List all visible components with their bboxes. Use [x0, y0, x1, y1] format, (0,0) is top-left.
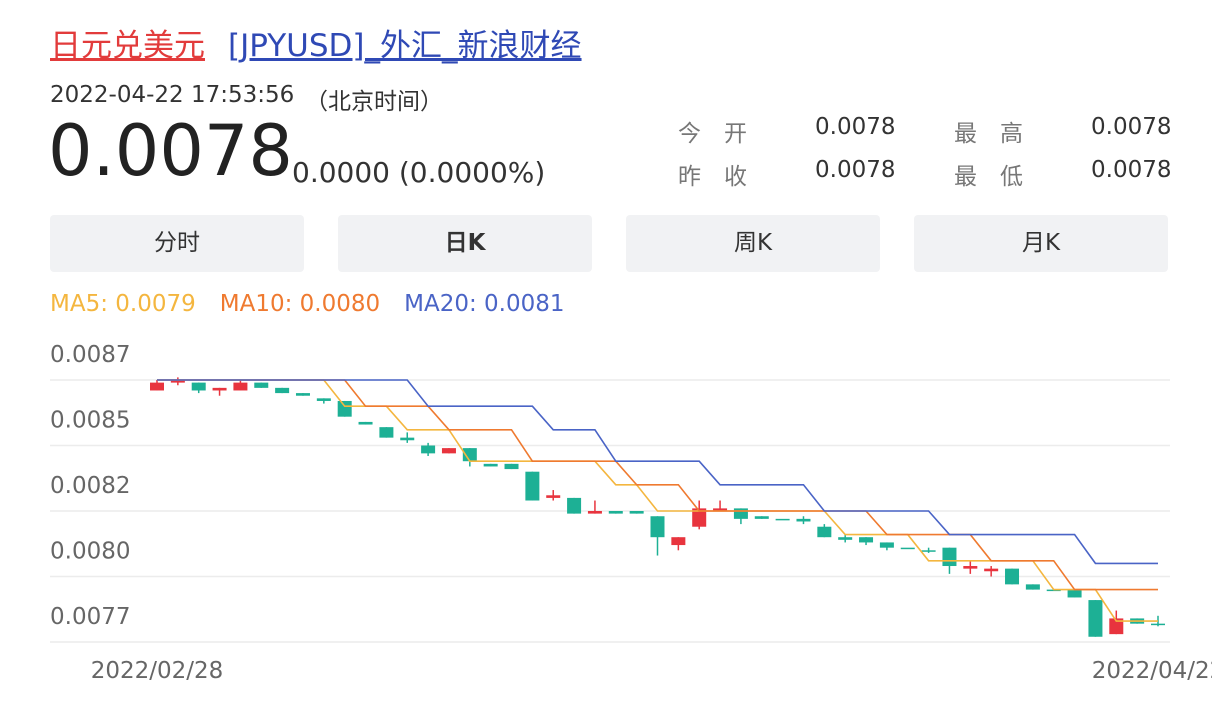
candle-body: [1109, 618, 1124, 635]
candle-body: [796, 518, 811, 522]
candle-body: [400, 437, 415, 441]
x-tick-label: 2022/02/28: [91, 658, 224, 684]
x-tick-label: 2022/04/22: [1092, 658, 1212, 684]
candle-body: [546, 495, 561, 498]
candle-body: [859, 537, 874, 543]
candle-body: [1088, 600, 1103, 637]
candle-body: [587, 511, 602, 514]
candle-body: [650, 516, 665, 538]
tab[interactable]: 月K: [914, 215, 1168, 272]
candle-body: [358, 421, 373, 425]
candle-body: [212, 387, 227, 391]
candle-body: [900, 547, 915, 550]
candle-body: [1025, 584, 1040, 590]
candle-body: [337, 400, 352, 417]
candle-body: [1151, 623, 1165, 626]
candle-body: [713, 508, 728, 511]
candle-body: [275, 387, 290, 394]
candle-body: [421, 445, 436, 454]
candle-body: [483, 463, 498, 467]
title-link[interactable]: 日元兑美元: [50, 28, 205, 64]
price: 0.0078: [48, 110, 293, 192]
stat-label: 最 低: [954, 164, 1023, 190]
candle-body: [525, 471, 540, 501]
chart: 0.0087 0.0085 0.0082 0.0080 0.0077 2022/02/28…: [50, 342, 1212, 684]
candle-body: [629, 511, 644, 514]
candle-body: [1067, 589, 1082, 598]
y-tick-label: 0.0082: [50, 473, 130, 499]
candle-body: [963, 566, 978, 569]
candle-body: [671, 537, 686, 546]
y-tick-label: 0.0077: [50, 604, 130, 630]
candle-body: [441, 448, 456, 454]
stat-label: 最 高: [954, 121, 1023, 147]
tab[interactable]: 日K: [338, 215, 592, 272]
ma-line: [157, 379, 1158, 565]
ma-line: [157, 379, 1158, 591]
y-tick-label: 0.0080: [50, 539, 130, 565]
candle-body: [942, 547, 957, 567]
candle-body: [984, 568, 999, 572]
candle-body: [775, 518, 790, 521]
candle-body: [1005, 568, 1020, 585]
tab[interactable]: 周K: [626, 215, 880, 272]
candle-body: [254, 382, 269, 388]
quote-time: 2022-04-22 17:53:56: [50, 82, 295, 108]
stat-value: 0.0078: [815, 114, 896, 140]
legend-entry: MA20: 0.0081: [404, 291, 565, 317]
stat-label: 今 开: [678, 121, 747, 147]
y-tick-label: 0.0087: [50, 342, 130, 368]
candle-body: [379, 427, 394, 438]
legend-entry: MA10: 0.0080: [219, 291, 381, 317]
tab[interactable]: 分时: [50, 215, 304, 272]
candle-body: [921, 550, 936, 552]
candle-body: [754, 516, 769, 519]
stat-value: 0.0078: [815, 157, 896, 183]
candle-body: [295, 393, 310, 396]
candle-body: [879, 542, 894, 548]
candle-body: [567, 497, 582, 514]
candle-body: [233, 382, 248, 391]
price-change: 0.0000 (0.0000%): [292, 156, 546, 189]
timezone: （北京时间）: [305, 89, 443, 115]
candle-body: [170, 380, 185, 383]
ma-line: [157, 379, 1158, 622]
candle-body: [608, 511, 623, 514]
candle-body: [733, 508, 748, 519]
stat-value: 0.0078: [1091, 114, 1172, 140]
candle-body: [838, 537, 853, 540]
y-tick-label: 0.0085: [50, 408, 130, 434]
candle-body: [191, 382, 206, 391]
candle-body: [462, 448, 477, 462]
title-link[interactable]: [JPYUSD]_外汇_新浪财经: [228, 28, 582, 64]
stat-label: 昨 收: [678, 164, 747, 190]
candle-body: [692, 508, 707, 527]
legend-entry: MA5: 0.0079: [50, 291, 196, 317]
candle-body: [150, 382, 164, 391]
candle-body: [316, 398, 331, 401]
stat-value: 0.0078: [1091, 157, 1172, 183]
candle-body: [504, 463, 519, 470]
candle-body: [817, 526, 832, 538]
